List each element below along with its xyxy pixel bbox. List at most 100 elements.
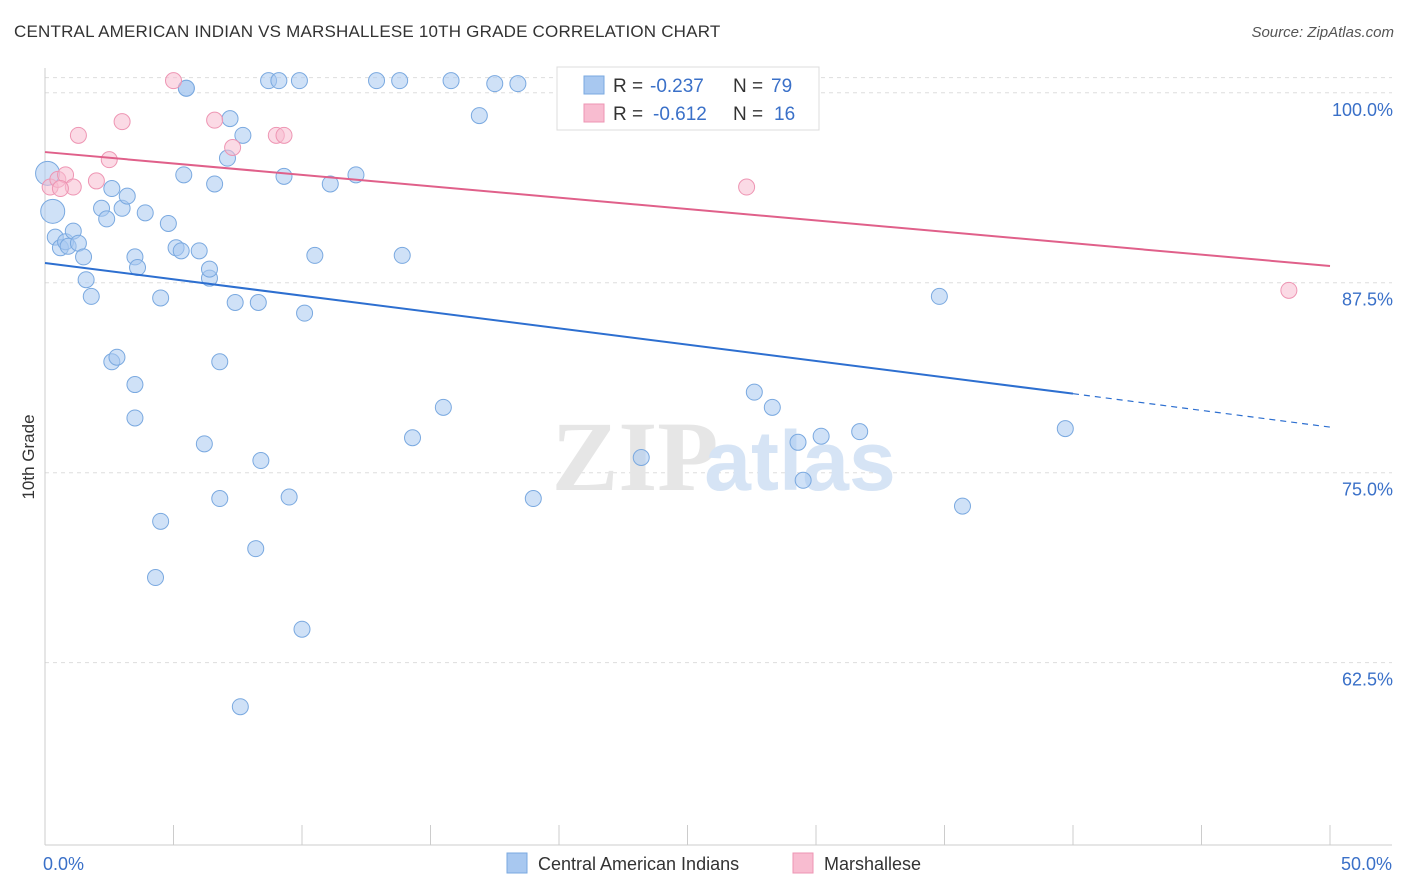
- grid-lines: [45, 77, 1392, 664]
- point-marshallese: [738, 178, 756, 196]
- point-central-american-indian: [75, 248, 93, 266]
- point-central-american-indian: [321, 175, 339, 193]
- point-central-american-indian: [234, 126, 252, 144]
- point-central-american-indian: [159, 214, 177, 232]
- point-central-american-indian: [103, 180, 121, 198]
- stats-n-value-blue: 79: [771, 76, 792, 97]
- point-central-american-indian: [280, 488, 298, 506]
- point-central-american-indian: [509, 75, 527, 93]
- point-central-american-indian: [434, 398, 452, 416]
- trend-line-marshallese: [44, 151, 1331, 268]
- y-tick-label: 75.0%: [1342, 480, 1393, 500]
- point-central-american-indian: [794, 471, 812, 489]
- point-central-american-indian: [393, 246, 411, 264]
- point-central-american-indian: [275, 167, 293, 185]
- chart-title: CENTRAL AMERICAN INDIAN VS MARSHALLESE 1…: [14, 22, 721, 41]
- point-central-american-indian: [82, 287, 100, 305]
- stats-n-label-pink: N =: [733, 104, 763, 125]
- stats-n-value-pink: 16: [774, 104, 795, 125]
- point-marshallese: [165, 72, 182, 90]
- point-central-american-indian: [152, 512, 170, 530]
- stats-r-value-blue: -0.237: [650, 76, 704, 97]
- point-central-american-indian: [632, 449, 650, 466]
- source-label: Source: ZipAtlas.com: [1251, 24, 1394, 41]
- point-central-american-indian: [368, 72, 386, 90]
- point-central-american-indian: [211, 353, 229, 371]
- point-central-american-indian: [147, 569, 165, 587]
- point-central-american-indian: [763, 398, 781, 416]
- data-points: [35, 72, 1298, 716]
- point-central-american-indian: [77, 271, 95, 289]
- point-central-american-indian: [221, 110, 239, 128]
- stats-swatch-pink: [583, 103, 605, 123]
- stats-r-value-pink: -0.612: [653, 104, 707, 125]
- y-axis-label: 10th Grade: [19, 414, 38, 499]
- point-marshallese: [69, 126, 87, 144]
- point-central-american-indian: [231, 698, 249, 716]
- legend-swatch-pink: [792, 852, 814, 874]
- legend-label-pink: Marshallese: [824, 854, 921, 874]
- point-marshallese: [87, 172, 105, 190]
- point-central-american-indian: [126, 376, 144, 394]
- point-central-american-indian: [930, 287, 948, 305]
- point-central-american-indian: [126, 409, 144, 427]
- y-tick-label: 62.5%: [1342, 670, 1393, 690]
- trend-line-central-american-indian: [44, 261, 1074, 395]
- point-central-american-indian: [296, 304, 314, 322]
- point-central-american-indian: [391, 72, 409, 90]
- point-central-american-indian: [108, 348, 126, 366]
- legend-swatch-blue: [506, 852, 528, 874]
- point-central-american-indian: [200, 260, 218, 278]
- stats-legend: R = -0.237 N = 79 R = -0.612 N = 16: [556, 66, 820, 131]
- point-central-american-indian: [249, 294, 267, 311]
- point-central-american-indian: [524, 490, 542, 508]
- point-central-american-indian: [1056, 420, 1074, 438]
- stats-n-label-blue: N =: [733, 76, 763, 97]
- point-central-american-indian: [40, 198, 66, 224]
- point-central-american-indian: [290, 72, 308, 90]
- point-central-american-indian: [226, 294, 244, 311]
- point-central-american-indian: [152, 289, 170, 307]
- point-marshallese: [275, 126, 293, 144]
- point-marshallese: [206, 111, 224, 129]
- point-marshallese: [100, 151, 118, 169]
- point-central-american-indian: [175, 166, 193, 184]
- trend-lines: [44, 151, 1331, 428]
- point-central-american-indian: [812, 427, 830, 445]
- x-tick-label: 50.0%: [1341, 854, 1392, 874]
- y-tick-label: 100.0%: [1332, 100, 1393, 120]
- x-tick-label: 0.0%: [43, 854, 84, 874]
- point-marshallese: [1280, 281, 1298, 299]
- point-central-american-indian: [745, 383, 763, 401]
- point-central-american-indian: [293, 620, 311, 638]
- point-marshallese: [113, 113, 131, 131]
- point-central-american-indian: [177, 79, 195, 97]
- point-central-american-indian: [98, 210, 116, 228]
- point-central-american-indian: [442, 72, 460, 90]
- point-central-american-indian: [486, 75, 504, 93]
- point-marshallese: [224, 139, 242, 156]
- point-central-american-indian: [270, 72, 288, 90]
- point-central-american-indian: [195, 435, 213, 453]
- point-marshallese: [51, 180, 69, 198]
- point-central-american-indian: [953, 497, 971, 515]
- point-central-american-indian: [470, 107, 488, 125]
- point-central-american-indian: [247, 540, 265, 558]
- point-central-american-indian: [206, 175, 224, 193]
- watermark: ZIP atlas: [552, 401, 896, 512]
- point-central-american-indian: [306, 246, 324, 264]
- point-central-american-indian: [172, 242, 190, 260]
- series-legend: Central American Indians Marshallese: [506, 852, 921, 874]
- y-tick-label: 87.5%: [1342, 290, 1393, 310]
- legend-label-blue: Central American Indians: [538, 854, 739, 874]
- trend-line-extension-central-american-indian: [1072, 393, 1331, 428]
- point-central-american-indian: [190, 242, 208, 260]
- axes: 100.0% 87.5% 75.0% 62.5% 0.0% 50.0%: [43, 68, 1393, 874]
- point-central-american-indian: [851, 423, 869, 441]
- stats-swatch-blue: [583, 75, 605, 95]
- stats-r-label-blue: R =: [613, 76, 643, 97]
- point-central-american-indian: [118, 187, 136, 205]
- stats-r-label-pink: R =: [613, 104, 643, 125]
- point-central-american-indian: [211, 490, 229, 508]
